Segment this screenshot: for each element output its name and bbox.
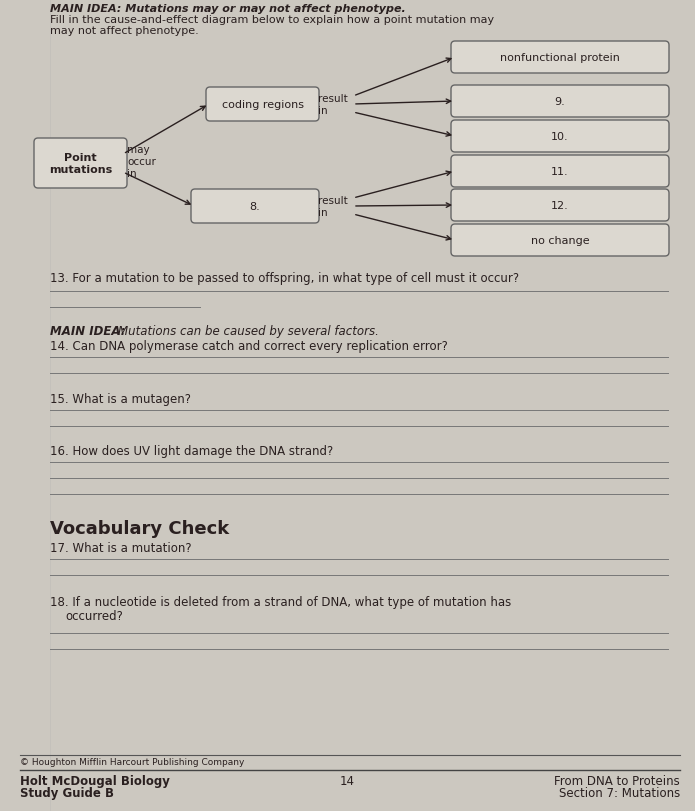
FancyBboxPatch shape [451, 225, 669, 257]
Text: Study Guide B: Study Guide B [20, 786, 114, 799]
Text: MAIN IDEA: Mutations may or may not affect phenotype.: MAIN IDEA: Mutations may or may not affe… [50, 4, 406, 14]
FancyBboxPatch shape [451, 86, 669, 118]
Text: nonfunctional protein: nonfunctional protein [500, 53, 620, 63]
Text: MAIN IDEA:: MAIN IDEA: [50, 324, 130, 337]
Text: 13. For a mutation to be passed to offspring, in what type of cell must it occur: 13. For a mutation to be passed to offsp… [50, 272, 519, 285]
Text: 15. What is a mutagen?: 15. What is a mutagen? [50, 393, 191, 406]
Text: From DNA to Proteins: From DNA to Proteins [554, 774, 680, 787]
Text: 10.: 10. [551, 132, 569, 142]
Text: coding regions: coding regions [222, 100, 304, 109]
Text: 9.: 9. [555, 97, 565, 107]
Text: Mutations can be caused by several factors.: Mutations can be caused by several facto… [118, 324, 379, 337]
Text: no change: no change [531, 236, 589, 246]
FancyBboxPatch shape [451, 121, 669, 152]
Text: 12.: 12. [551, 201, 569, 211]
Text: result
in: result in [318, 94, 348, 116]
FancyBboxPatch shape [34, 139, 127, 189]
Text: result
in: result in [318, 195, 348, 218]
Text: 14. Can DNA polymerase catch and correct every replication error?: 14. Can DNA polymerase catch and correct… [50, 340, 448, 353]
Text: Fill in the cause-and-effect diagram below to explain how a point mutation may: Fill in the cause-and-effect diagram bel… [50, 15, 494, 25]
FancyBboxPatch shape [451, 156, 669, 188]
FancyBboxPatch shape [191, 190, 319, 224]
FancyBboxPatch shape [451, 42, 669, 74]
Text: Point
mutations: Point mutations [49, 153, 112, 174]
Text: occurred?: occurred? [65, 609, 123, 622]
FancyBboxPatch shape [451, 190, 669, 221]
FancyBboxPatch shape [206, 88, 319, 122]
Text: 18. If a nucleotide is deleted from a strand of DNA, what type of mutation has: 18. If a nucleotide is deleted from a st… [50, 595, 512, 608]
Text: 14: 14 [339, 774, 354, 787]
Text: Section 7: Mutations: Section 7: Mutations [559, 786, 680, 799]
Text: Vocabulary Check: Vocabulary Check [50, 519, 229, 538]
Text: 17. What is a mutation?: 17. What is a mutation? [50, 541, 192, 554]
Text: may not affect phenotype.: may not affect phenotype. [50, 26, 199, 36]
Text: may
occur
in: may occur in [127, 144, 156, 179]
Text: 8.: 8. [250, 202, 261, 212]
Text: © Houghton Mifflin Harcourt Publishing Company: © Houghton Mifflin Harcourt Publishing C… [20, 757, 245, 766]
Text: Holt McDougal Biology: Holt McDougal Biology [20, 774, 170, 787]
Text: 11.: 11. [551, 167, 569, 177]
Text: 16. How does UV light damage the DNA strand?: 16. How does UV light damage the DNA str… [50, 444, 333, 457]
